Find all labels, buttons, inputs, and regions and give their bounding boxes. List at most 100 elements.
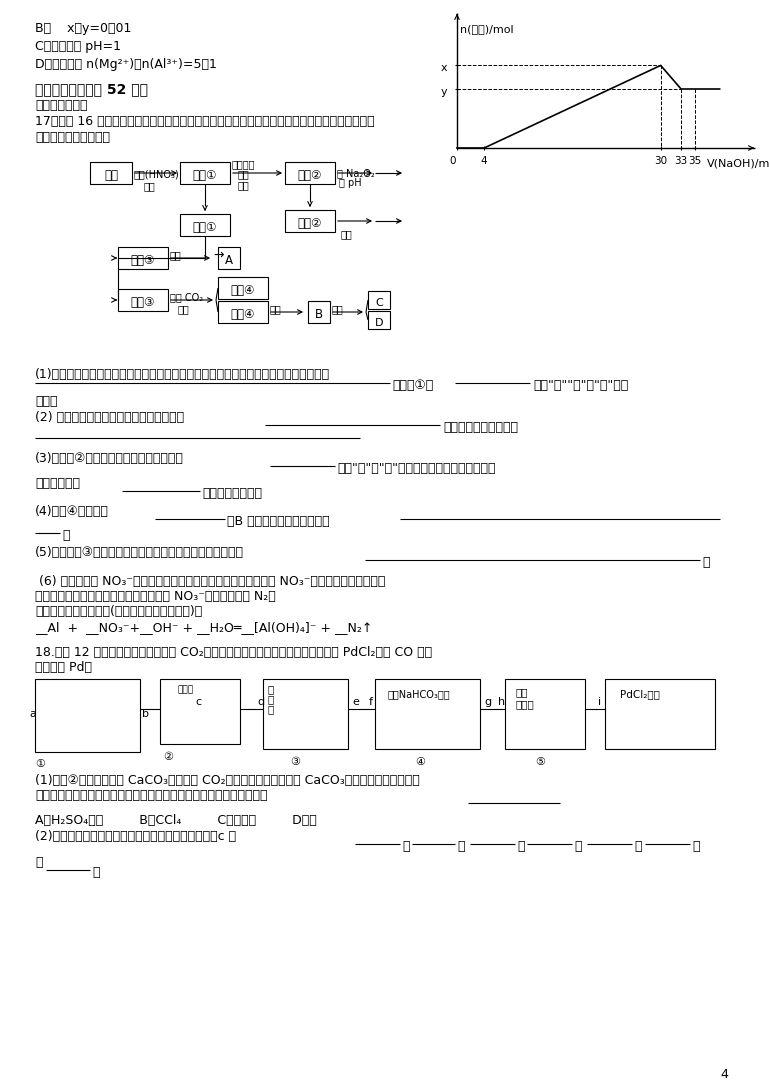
Text: (4)滤液④的溶质是: (4)滤液④的溶质是 <box>35 505 109 518</box>
Text: 滤液②: 滤液② <box>298 218 322 231</box>
Text: 滤液④: 滤液④ <box>231 284 255 297</box>
Text: （填"强""弱"或"非"）电: （填"强""弱"或"非"）电 <box>533 379 628 392</box>
Text: x: x <box>441 63 448 73</box>
Text: g: g <box>484 697 491 707</box>
Text: ②: ② <box>163 752 173 762</box>
Text: 过滤: 过滤 <box>341 228 353 239</box>
Text: ，: ， <box>517 840 524 853</box>
Text: 调 pH: 调 pH <box>339 178 361 188</box>
Text: 33: 33 <box>674 156 687 166</box>
Bar <box>505 679 585 749</box>
Text: 。: 。 <box>702 556 710 569</box>
Text: 17．（共 16 分）某工厂从含硫酸钡、氧化铜、氧化亚铁、氧化铝和少量氧化银的废渣中回收金属: 17．（共 16 分）某工厂从含硫酸钡、氧化铜、氧化亚铁、氧化铝和少量氧化银的废… <box>35 115 375 128</box>
Bar <box>180 162 230 184</box>
Text: （填物质名称）。: （填物质名称）。 <box>202 487 262 500</box>
Text: h: h <box>498 697 505 707</box>
Text: 浓: 浓 <box>268 684 275 694</box>
Text: e: e <box>352 697 359 707</box>
Text: (5)写出滤液③通入过量二氧化碳，发生主反应的离子方程式: (5)写出滤液③通入过量二氧化碳，发生主反应的离子方程式 <box>35 546 244 559</box>
Text: 加热: 加热 <box>170 250 181 260</box>
Bar <box>605 679 715 749</box>
Text: 接: 接 <box>574 840 581 853</box>
Text: (1)装置②中用稀盐酸与 CaCO₃反应制备 CO₂，在加稀盐酸时，发现 CaCO₃与稀盐酸不能接触，而: (1)装置②中用稀盐酸与 CaCO₃反应制备 CO₂，在加稀盐酸时，发现 CaC… <box>35 774 420 787</box>
Text: 过滤: 过滤 <box>144 181 156 191</box>
Text: A: A <box>225 255 233 268</box>
Text: 接: 接 <box>457 840 464 853</box>
Text: 接: 接 <box>35 856 42 869</box>
Text: 为黑色的 Pd）: 为黑色的 Pd） <box>35 662 92 673</box>
Text: 出以下方案：在碱性条件下，用铝粉还原 NO₃⁻，还原产物为 N₂。: 出以下方案：在碱性条件下，用铝粉还原 NO₃⁻，还原产物为 N₂。 <box>35 590 276 603</box>
Text: ③: ③ <box>290 757 300 767</box>
Text: 过滤: 过滤 <box>238 180 250 190</box>
Text: 酸: 酸 <box>268 704 275 714</box>
Text: b: b <box>142 709 149 719</box>
Text: 酸浸(HNO₃): 酸浸(HNO₃) <box>134 169 180 180</box>
Bar <box>263 679 348 749</box>
Text: y: y <box>441 87 448 97</box>
Text: 滤液①: 滤液① <box>193 170 218 183</box>
Text: （一）必考题。: （一）必考题。 <box>35 99 88 112</box>
Text: 二、非选择题（共 52 分）: 二、非选择题（共 52 分） <box>35 82 148 96</box>
Text: D: D <box>375 318 383 327</box>
Bar <box>35 679 140 752</box>
Text: 35: 35 <box>688 156 701 166</box>
Bar <box>118 247 168 269</box>
Text: 滤渣③: 滤渣③ <box>131 255 155 268</box>
Text: C: C <box>375 298 383 308</box>
Bar <box>160 679 240 744</box>
Bar <box>218 301 268 323</box>
Bar <box>180 214 230 236</box>
Text: 澄清: 澄清 <box>515 687 528 697</box>
Text: A．H₂SO₄溶液         B．CCl₄         C．稀硝酸         D．苯: A．H₂SO₄溶液 B．CCl₄ C．稀硝酸 D．苯 <box>35 814 317 827</box>
Text: B: B <box>315 309 323 321</box>
Text: (6) 饮用水中的 NO₃⁻对人类健康会产生危害，为了降低饮用水中 NO₃⁻的浓度，某兴趣小组提: (6) 饮用水中的 NO₃⁻对人类健康会产生危害，为了降低饮用水中 NO₃⁻的浓… <box>35 574 385 588</box>
Text: （填"阳"或"阴"）极，硫酸铜作电解质溶液，: （填"阳"或"阴"）极，硫酸铜作电解质溶液， <box>337 462 495 475</box>
Text: 石灰水: 石灰水 <box>515 698 534 709</box>
Bar <box>285 210 335 232</box>
Bar <box>218 277 268 299</box>
Text: ，: ， <box>634 840 641 853</box>
Bar <box>375 679 480 749</box>
Text: 的工艺流程如图所示：: 的工艺流程如图所示： <box>35 131 110 144</box>
Text: 方案中发生的反应如下(配平该反应离子方程式)：: 方案中发生的反应如下(配平该反应离子方程式)： <box>35 605 202 618</box>
Bar <box>308 301 330 323</box>
Bar <box>90 162 132 184</box>
Text: 滤渣①: 滤渣① <box>193 222 218 235</box>
Text: C．原溶液的 pH=1: C．原溶液的 pH=1 <box>35 40 121 53</box>
Text: 4: 4 <box>720 1068 728 1081</box>
Text: 饱和NaHCO₃溶液: 饱和NaHCO₃溶液 <box>388 689 451 698</box>
Text: 解质。: 解质。 <box>35 395 58 408</box>
Text: 阳极泥中含有: 阳极泥中含有 <box>35 477 80 490</box>
Text: →: → <box>213 249 224 262</box>
Text: V(NaOH)/mL: V(NaOH)/mL <box>707 158 769 168</box>
Text: 0: 0 <box>450 156 456 166</box>
Text: d: d <box>257 697 264 707</box>
Text: ①: ① <box>35 759 45 769</box>
Text: (2)请将图中各装置按顺序连接（填装置接口字母）：c 接: (2)请将图中各装置按顺序连接（填装置接口字母）：c 接 <box>35 830 236 843</box>
Text: i: i <box>598 697 601 707</box>
Text: c: c <box>195 697 201 707</box>
Text: 。B 电解对应的化学方程式为: 。B 电解对应的化学方程式为 <box>227 515 330 528</box>
Text: 过滤: 过滤 <box>178 304 190 314</box>
Text: 滤渣④: 滤渣④ <box>231 309 255 321</box>
Text: 过量 CO₂: 过量 CO₂ <box>170 292 203 302</box>
Text: ⑤: ⑤ <box>535 757 545 767</box>
Text: 废渣: 废渣 <box>104 170 118 183</box>
Text: PdCl₂溶液: PdCl₂溶液 <box>620 689 660 698</box>
Text: (3)用滤渣②作粗铜电解精炼铜时，粗铜作: (3)用滤渣②作粗铜电解精炼铜时，粗铜作 <box>35 452 184 465</box>
Text: (2) 加入过量铁粉，被还原的金属阳离子有: (2) 加入过量铁粉，被还原的金属阳离子有 <box>35 411 184 424</box>
Text: f: f <box>369 697 373 707</box>
Text: 4: 4 <box>481 156 488 166</box>
Text: 。: 。 <box>92 866 99 879</box>
Text: __Al  +  __NO₃⁻+__OH⁻ + __H₂O═__[Al(OH)₄]⁻ + __N₂↑: __Al + __NO₃⁻+__OH⁻ + __H₂O═__[Al(OH)₄]⁻… <box>35 621 372 634</box>
Text: B．    x－y=0．01: B． x－y=0．01 <box>35 22 131 35</box>
Bar <box>368 311 390 329</box>
Text: 30: 30 <box>654 156 667 166</box>
Text: 搅拌: 搅拌 <box>238 169 250 180</box>
Text: D．原溶液中 n(Mg²⁺)：n(Al³⁺)=5：1: D．原溶液中 n(Mg²⁺)：n(Al³⁺)=5：1 <box>35 58 217 71</box>
Text: ④: ④ <box>415 757 425 767</box>
Text: 硫: 硫 <box>268 694 275 704</box>
Text: n(沉淀)/mol: n(沉淀)/mol <box>460 24 514 34</box>
Text: a: a <box>29 709 36 719</box>
Text: 接: 接 <box>692 840 700 853</box>
